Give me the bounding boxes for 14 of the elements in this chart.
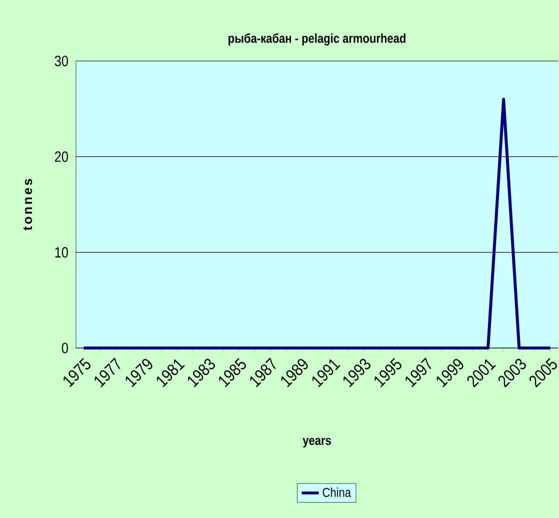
x-tick-label: 1991: [312, 359, 340, 388]
chart-title: рыба-кабан - pelagic armourhead: [228, 33, 406, 46]
y-tick-label: 30: [54, 56, 68, 66]
x-tick-label: 1999: [436, 358, 464, 388]
x-tick-label: 1989: [281, 358, 308, 388]
legend-label: China: [322, 487, 352, 498]
x-tick-label: 2001: [467, 359, 496, 388]
x-tick-label: 1979: [126, 358, 152, 388]
x-axis-title: years: [302, 438, 331, 448]
y-tick-label: 0: [62, 342, 68, 354]
x-tick-label: 1981: [156, 359, 185, 388]
y-tick-label: 10: [55, 247, 68, 258]
y-tick-label: 20: [54, 151, 68, 162]
y-axis-title: tonnes: [24, 178, 32, 230]
